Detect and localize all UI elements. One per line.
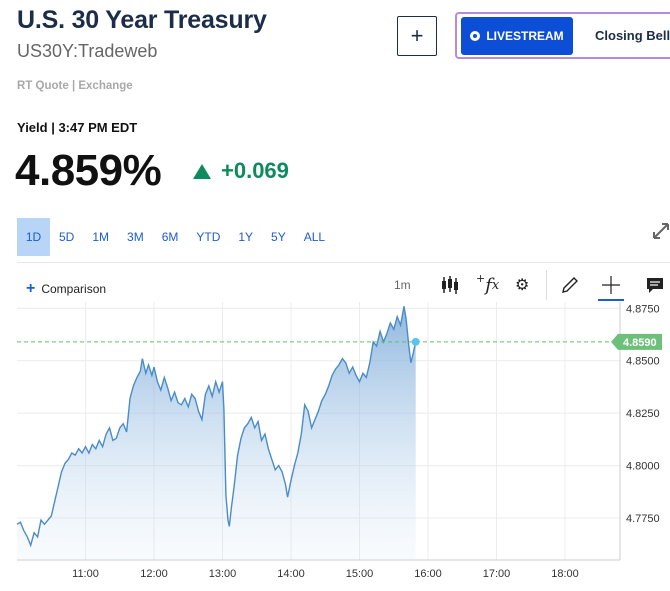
range-3m[interactable]: 3M — [127, 230, 144, 244]
chart-toolbar-divider — [17, 262, 670, 263]
comparison-button[interactable]: + Comparison — [26, 280, 106, 298]
x-tick-label: 18:00 — [551, 568, 579, 580]
x-tick-label: 13:00 — [209, 568, 237, 580]
ticker-symbol: US30Y:Tradeweb — [17, 41, 158, 61]
livestream-button[interactable]: LIVESTREAM — [461, 17, 573, 55]
crosshair-icon[interactable] — [600, 272, 622, 298]
x-tick-label: 11:00 — [72, 568, 99, 580]
comment-icon[interactable] — [645, 272, 665, 298]
yield-timestamp: Yield | 3:47 PM EDT — [17, 120, 138, 135]
y-tick-label: 4.7750 — [626, 513, 660, 525]
toolbar-separator — [546, 270, 547, 300]
x-tick-label: 16:00 — [414, 568, 442, 580]
x-tick-label: 12:00 — [140, 568, 168, 580]
x-tick-label: 15:00 — [346, 568, 374, 580]
add-to-watchlist-button[interactable]: + — [397, 16, 437, 56]
yield-line — [16, 306, 417, 548]
range-6m[interactable]: 6M — [161, 230, 179, 244]
plus-icon: + — [26, 280, 36, 297]
x-tick-label: 17:00 — [483, 568, 511, 580]
last-price: 4.859% — [15, 146, 162, 195]
range-5d[interactable]: 5D — [59, 230, 75, 244]
gear-icon[interactable]: ⚙ — [515, 277, 530, 294]
interval-selector[interactable]: 1m — [394, 278, 411, 292]
change-value: +0.069 — [221, 158, 289, 183]
livestream-label: LIVESTREAM — [486, 29, 564, 43]
y-tick-label: 4.8500 — [626, 356, 660, 368]
range-all[interactable]: ALL — [303, 230, 326, 244]
comparison-label: Comparison — [41, 282, 107, 296]
last-value-dot — [411, 337, 420, 346]
pencil-icon[interactable] — [560, 272, 580, 298]
range-5y[interactable]: 5Y — [271, 230, 286, 244]
range-1y[interactable]: 1Y — [238, 230, 254, 244]
livestream-banner: LIVESTREAM Closing Bell — [455, 12, 670, 59]
y-tick-label: 4.8750 — [626, 303, 660, 315]
range-1d[interactable]: 1D — [17, 218, 50, 256]
range-1m[interactable]: 1M — [92, 230, 110, 244]
last-value-badge — [611, 333, 662, 350]
crosshair-active-indicator — [598, 299, 624, 301]
last-value-label: 4.8590 — [623, 337, 657, 349]
yield-area — [17, 306, 416, 560]
closing-bell-link[interactable]: Closing Bell — [595, 28, 670, 43]
range-ytd[interactable]: YTD — [196, 230, 221, 244]
y-tick-label: 4.8250 — [626, 408, 660, 420]
function-icon[interactable]: + f x — [476, 271, 500, 296]
live-dot-icon — [470, 31, 481, 41]
time-range-selector: 1D 5D 1M 3M 6M YTD 1Y 5Y ALL — [17, 218, 334, 256]
quote-source: RT Quote | Exchange — [17, 80, 133, 92]
candlestick-icon[interactable] — [440, 272, 460, 298]
expand-chart-icon[interactable] — [652, 222, 670, 245]
y-tick-label: 4.8000 — [626, 461, 660, 473]
x-tick-label: 14:00 — [277, 568, 305, 580]
page-title: U.S. 30 Year Treasury — [17, 6, 267, 34]
price-change: +0.069 — [193, 158, 289, 184]
up-arrow-icon — [193, 163, 211, 179]
